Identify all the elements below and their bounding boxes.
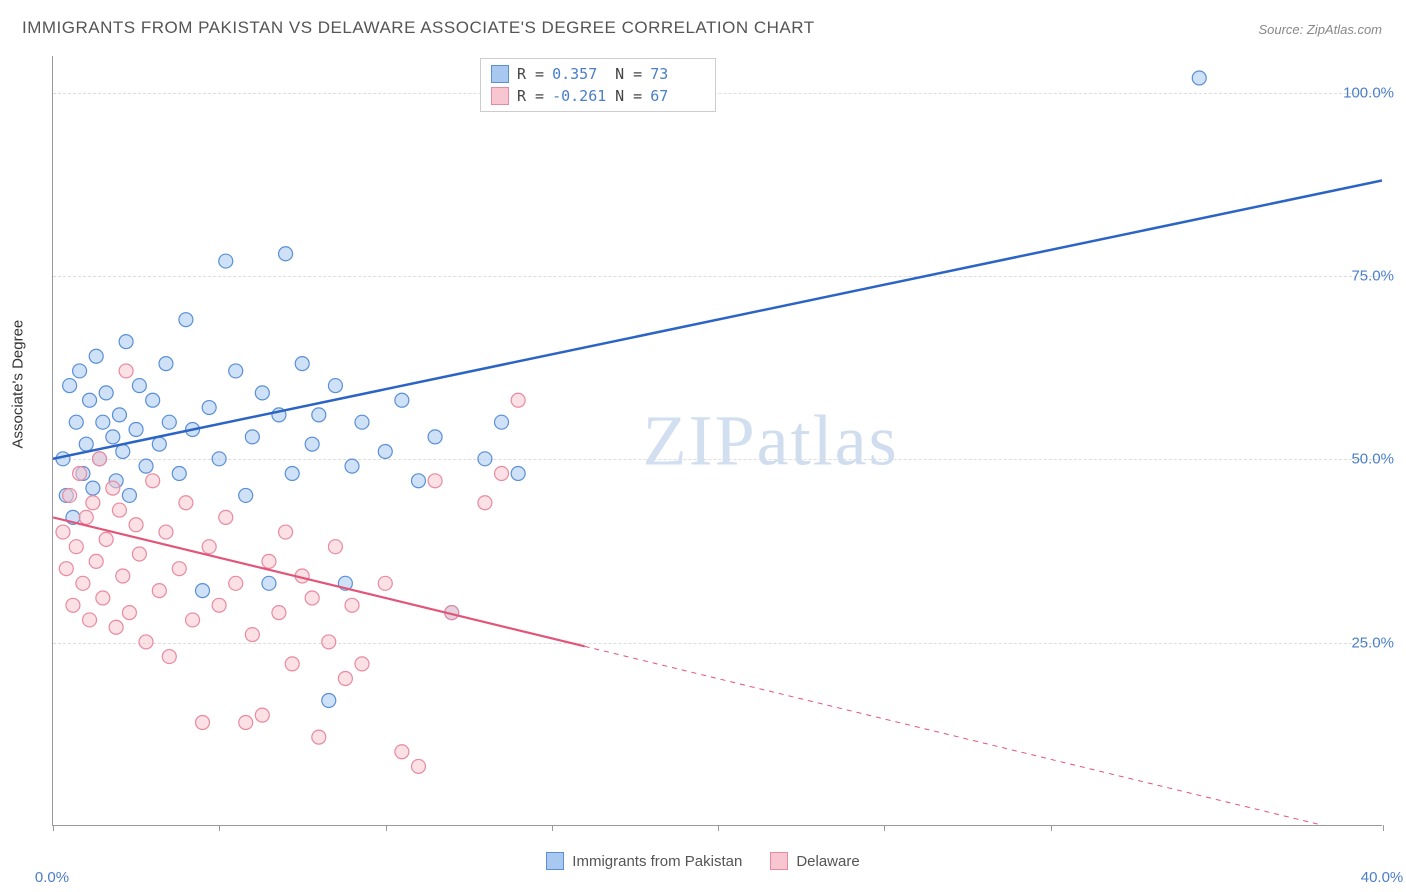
n-label: N =: [615, 65, 642, 83]
x-tick-label: 0.0%: [35, 869, 69, 886]
r-value: 0.357: [552, 65, 607, 83]
legend-row-series2: R = -0.261 N = 67: [491, 85, 705, 107]
x-tick-label: 40.0%: [1361, 869, 1404, 886]
n-value: 67: [650, 87, 705, 105]
series-legend: Immigrants from Pakistan Delaware: [0, 852, 1406, 870]
correlation-legend: R = 0.357 N = 73 R = -0.261 N = 67: [480, 58, 716, 112]
n-label: N =: [615, 87, 642, 105]
y-axis-label: Associate's Degree: [10, 320, 27, 449]
r-value: -0.261: [552, 87, 607, 105]
chart-title: IMMIGRANTS FROM PAKISTAN VS DELAWARE ASS…: [22, 18, 815, 38]
legend-label: Immigrants from Pakistan: [572, 853, 742, 870]
legend-item-series1: Immigrants from Pakistan: [546, 852, 742, 870]
scatter-svg: [53, 56, 1382, 825]
legend-item-series2: Delaware: [770, 852, 859, 870]
r-label: R =: [517, 87, 544, 105]
swatch-icon: [546, 852, 564, 870]
swatch-icon: [770, 852, 788, 870]
swatch-icon: [491, 65, 509, 83]
n-value: 73: [650, 65, 705, 83]
legend-row-series1: R = 0.357 N = 73: [491, 63, 705, 85]
legend-label: Delaware: [796, 853, 859, 870]
swatch-icon: [491, 87, 509, 105]
source-label: Source: ZipAtlas.com: [1258, 22, 1382, 37]
r-label: R =: [517, 65, 544, 83]
chart-plot-area: ZIPatlas: [52, 56, 1382, 826]
